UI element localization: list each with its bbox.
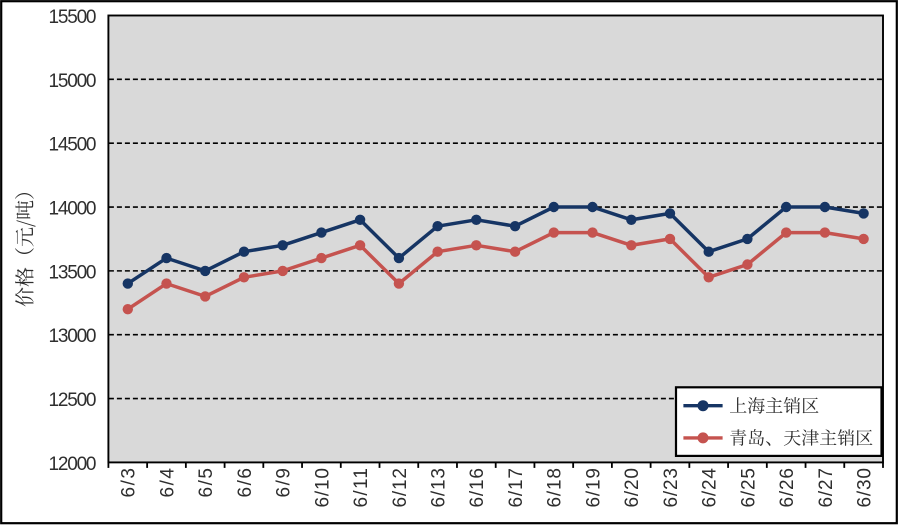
svg-text:6/20: 6/20 bbox=[622, 468, 643, 508]
svg-text:15000: 15000 bbox=[49, 71, 97, 92]
svg-text:6/24: 6/24 bbox=[700, 468, 721, 508]
svg-text:15500: 15500 bbox=[49, 7, 97, 28]
svg-text:6/11: 6/11 bbox=[351, 468, 372, 508]
svg-text:6/6: 6/6 bbox=[235, 468, 256, 498]
svg-text:6/26: 6/26 bbox=[777, 468, 798, 508]
svg-text:13500: 13500 bbox=[49, 262, 97, 283]
svg-text:13000: 13000 bbox=[49, 326, 97, 347]
svg-text:6/4: 6/4 bbox=[157, 468, 178, 498]
svg-text:6/12: 6/12 bbox=[390, 468, 411, 508]
svg-text:6/18: 6/18 bbox=[545, 468, 566, 508]
svg-text:6/16: 6/16 bbox=[467, 468, 488, 508]
svg-text:6/13: 6/13 bbox=[429, 468, 450, 508]
svg-text:6/19: 6/19 bbox=[583, 468, 604, 508]
svg-text:6/9: 6/9 bbox=[274, 468, 295, 498]
svg-text:14000: 14000 bbox=[49, 199, 97, 220]
svg-text:6/5: 6/5 bbox=[196, 468, 217, 498]
svg-text:6/23: 6/23 bbox=[661, 468, 682, 508]
svg-text:6/30: 6/30 bbox=[855, 468, 876, 508]
svg-text:6/10: 6/10 bbox=[312, 468, 333, 508]
svg-text:6/27: 6/27 bbox=[816, 468, 837, 508]
svg-text:6/3: 6/3 bbox=[119, 468, 140, 498]
svg-text:14500: 14500 bbox=[49, 135, 97, 156]
svg-text:6/17: 6/17 bbox=[506, 468, 527, 508]
svg-text:12500: 12500 bbox=[49, 390, 97, 411]
svg-text:6/25: 6/25 bbox=[738, 468, 759, 508]
svg-text:12000: 12000 bbox=[49, 454, 97, 475]
